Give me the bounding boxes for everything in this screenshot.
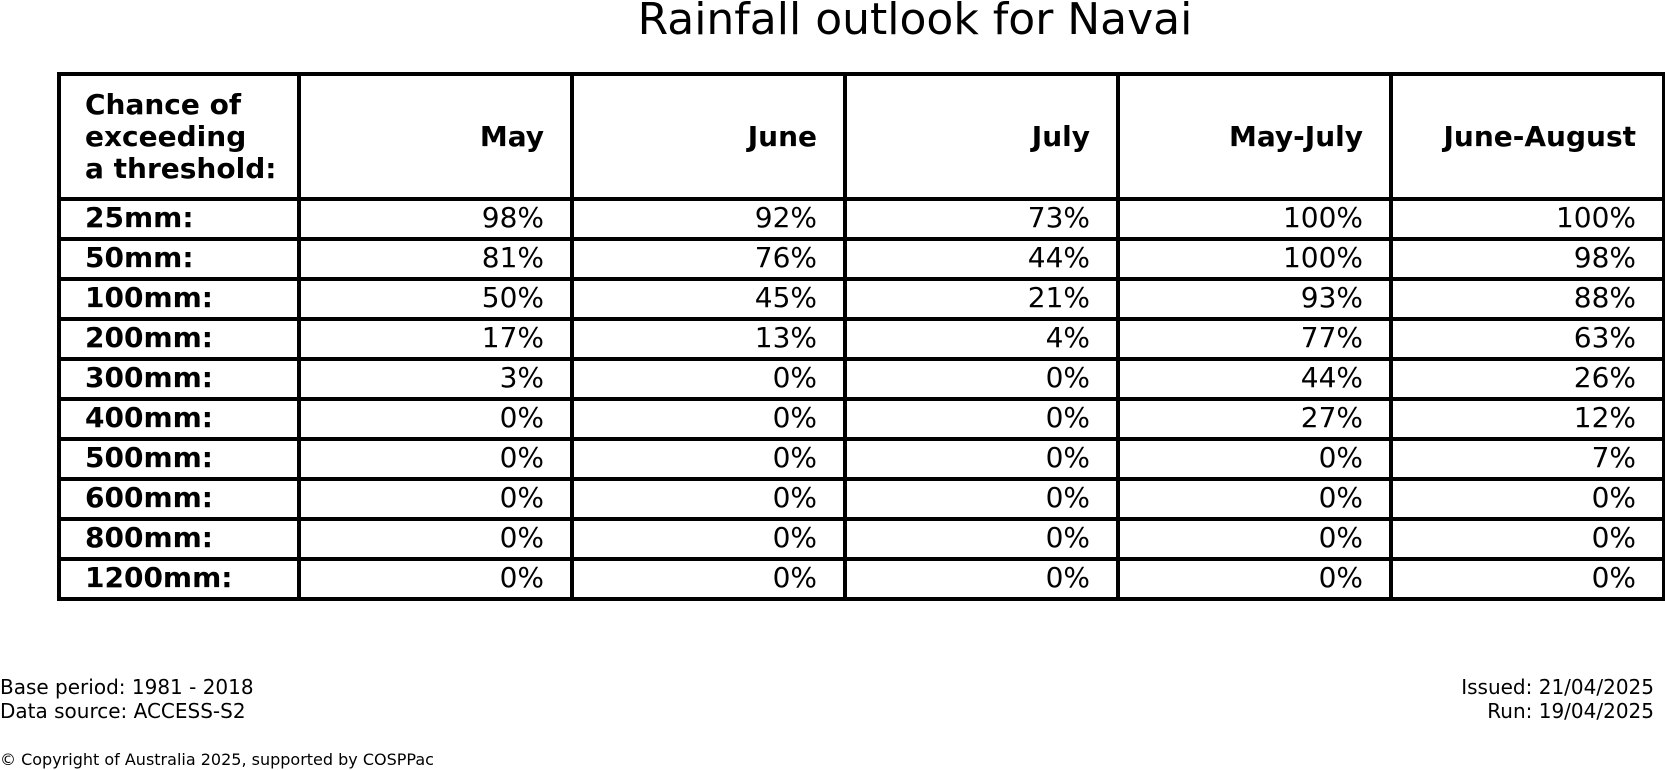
probability-cell: 0%	[843, 477, 1120, 521]
probability-cell: 0%	[1116, 557, 1393, 601]
probability-cell: 0%	[570, 357, 847, 401]
probability-cell: 7%	[1389, 437, 1665, 481]
probability-cell: 0%	[1389, 477, 1665, 521]
probability-cell: 0%	[570, 557, 847, 601]
column-header: June-August	[1389, 72, 1665, 201]
probability-cell: 0%	[843, 557, 1120, 601]
table-row: 500mm: 0% 0% 0% 0% 7%	[57, 437, 1665, 481]
probability-cell: 44%	[1116, 357, 1393, 401]
column-header: May	[297, 72, 574, 201]
probability-cell: 0%	[1116, 437, 1393, 481]
probability-cell: 63%	[1389, 317, 1665, 361]
threshold-label: 500mm:	[57, 437, 301, 481]
issued-date-text: Issued: 21/04/2025	[1461, 675, 1654, 699]
column-header: July	[843, 72, 1120, 201]
probability-cell: 0%	[1389, 517, 1665, 561]
corner-header-line: Chance of	[85, 87, 242, 121]
probability-cell: 100%	[1389, 197, 1665, 241]
probability-cell: 45%	[570, 277, 847, 321]
probability-cell: 27%	[1116, 397, 1393, 441]
table-row: 25mm: 98% 92% 73% 100% 100%	[57, 197, 1665, 241]
chart-title: Rainfall outlook for Navai	[637, 0, 1193, 45]
corner-header-line: exceeding	[85, 119, 247, 153]
probability-cell: 98%	[297, 197, 574, 241]
probability-cell: 44%	[843, 237, 1120, 281]
threshold-label: 300mm:	[57, 357, 301, 401]
probability-cell: 0%	[297, 397, 574, 441]
probability-cell: 100%	[1116, 237, 1393, 281]
probability-cell: 98%	[1389, 237, 1665, 281]
probability-cell: 12%	[1389, 397, 1665, 441]
probability-cell: 0%	[1389, 557, 1665, 601]
threshold-label: 1200mm:	[57, 557, 301, 601]
probability-cell: 92%	[570, 197, 847, 241]
table-row: 800mm: 0% 0% 0% 0% 0%	[57, 517, 1665, 561]
threshold-label: 400mm:	[57, 397, 301, 441]
probability-cell: 93%	[1116, 277, 1393, 321]
probability-cell: 0%	[1116, 477, 1393, 521]
table-row: 200mm: 17% 13% 4% 77% 63%	[57, 317, 1665, 361]
footer-metadata-left: Base period: 1981 - 2018 Data source: AC…	[0, 675, 254, 723]
probability-cell: 0%	[297, 557, 574, 601]
table-row: 600mm: 0% 0% 0% 0% 0%	[57, 477, 1665, 521]
probability-cell: 0%	[1116, 517, 1393, 561]
threshold-label: 200mm:	[57, 317, 301, 361]
data-source-text: Data source: ACCESS-S2	[0, 699, 246, 723]
probability-cell: 100%	[1116, 197, 1393, 241]
probability-cell: 50%	[297, 277, 574, 321]
probability-cell: 17%	[297, 317, 574, 361]
probability-cell: 88%	[1389, 277, 1665, 321]
probability-cell: 0%	[570, 517, 847, 561]
probability-cell: 13%	[570, 317, 847, 361]
probability-cell: 81%	[297, 237, 574, 281]
probability-cell: 0%	[843, 357, 1120, 401]
threshold-label: 600mm:	[57, 477, 301, 521]
base-period-text: Base period: 1981 - 2018	[0, 675, 254, 699]
probability-cell: 77%	[1116, 317, 1393, 361]
threshold-column-header: Chance of exceeding a threshold:	[57, 72, 301, 201]
table-body: 25mm: 98% 92% 73% 100% 100% 50mm: 81% 76% 44% 100%…	[57, 197, 1665, 601]
probability-cell: 0%	[297, 517, 574, 561]
probability-cell: 21%	[843, 277, 1120, 321]
probability-cell: 73%	[843, 197, 1120, 241]
probability-cell: 0%	[843, 517, 1120, 561]
probability-cell: 0%	[843, 437, 1120, 481]
probability-cell: 0%	[570, 477, 847, 521]
probability-cell: 0%	[297, 477, 574, 521]
probability-cell: 0%	[570, 397, 847, 441]
threshold-label: 50mm:	[57, 237, 301, 281]
threshold-label: 100mm:	[57, 277, 301, 321]
table-row: 300mm: 3% 0% 0% 44% 26%	[57, 357, 1665, 401]
probability-cell: 26%	[1389, 357, 1665, 401]
table-header-row: Chance of exceeding a threshold: May Jun…	[57, 72, 1665, 201]
table-row: 400mm: 0% 0% 0% 27% 12%	[57, 397, 1665, 441]
run-date-text: Run: 19/04/2025	[1487, 699, 1654, 723]
corner-header-line: a threshold:	[85, 151, 277, 185]
copyright-text: © Copyright of Australia 2025, supported…	[0, 750, 434, 769]
probability-cell: 0%	[297, 437, 574, 481]
column-header: May-July	[1116, 72, 1393, 201]
probability-cell: 3%	[297, 357, 574, 401]
table-row: 1200mm: 0% 0% 0% 0% 0%	[57, 557, 1665, 601]
rainfall-outlook-table: Chance of exceeding a threshold: May Jun…	[57, 72, 1665, 601]
column-header: June	[570, 72, 847, 201]
table-row: 50mm: 81% 76% 44% 100% 98%	[57, 237, 1665, 281]
probability-cell: 76%	[570, 237, 847, 281]
footer-metadata-right: Issued: 21/04/2025 Run: 19/04/2025	[1461, 675, 1654, 723]
probability-cell: 0%	[570, 437, 847, 481]
probability-cell: 4%	[843, 317, 1120, 361]
probability-cell: 0%	[843, 397, 1120, 441]
threshold-label: 800mm:	[57, 517, 301, 561]
threshold-label: 25mm:	[57, 197, 301, 241]
table-row: 100mm: 50% 45% 21% 93% 88%	[57, 277, 1665, 321]
